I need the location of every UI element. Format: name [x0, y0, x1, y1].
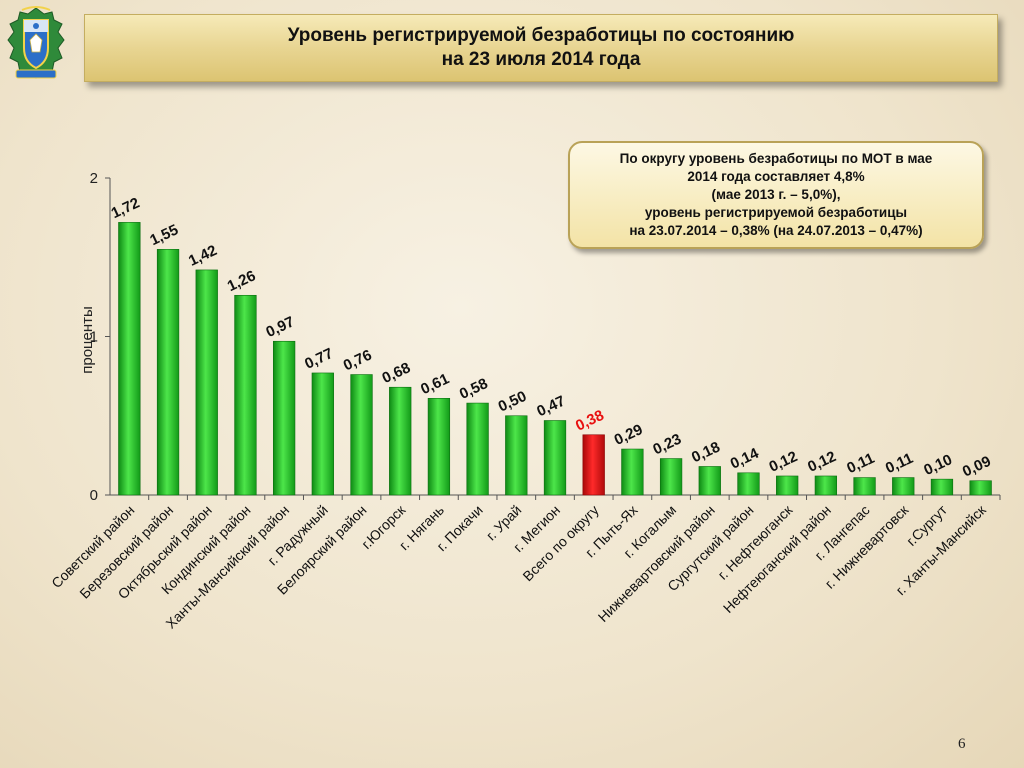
bar: [892, 477, 915, 496]
bar: [621, 448, 644, 496]
value-label: 0,18: [689, 439, 723, 467]
value-label: 0,50: [496, 388, 530, 416]
callout-line-3: (мае 2013 г. – 5,0%),: [711, 187, 841, 202]
value-label: 0,09: [960, 453, 994, 481]
bar: [776, 475, 799, 496]
bar: [311, 372, 334, 496]
value-label: 0,11: [844, 450, 877, 477]
bar: [389, 386, 412, 496]
y-axis-title: проценты: [79, 306, 96, 374]
bar: [466, 402, 489, 496]
bar: [118, 222, 141, 496]
value-label: 0,47: [534, 393, 568, 421]
title-banner: Уровень регистрируемой безработицы по со…: [84, 14, 998, 82]
value-label: 0,29: [612, 421, 646, 449]
bar: [350, 374, 373, 496]
bar-highlight: [582, 434, 605, 496]
value-label: 0,12: [766, 448, 800, 476]
value-label: 0,77: [302, 345, 336, 373]
title-line-1: Уровень регистрируемой безработицы по со…: [287, 25, 795, 46]
bar: [814, 475, 838, 496]
value-label: 0,58: [457, 375, 491, 403]
bar: [427, 398, 451, 496]
bar: [505, 415, 528, 496]
summary-callout: По округу уровень безработицы по МОТ в м…: [568, 141, 984, 249]
value-label: 0,68: [379, 359, 413, 387]
value-label: 0,61: [418, 370, 452, 398]
bar: [272, 340, 296, 496]
callout-line-1: По округу уровень безработицы по МОТ в м…: [619, 151, 933, 166]
bar: [659, 458, 683, 496]
value-label: 0,76: [341, 347, 375, 375]
value-label: 1,26: [225, 267, 259, 295]
value-label: 0,11: [883, 450, 916, 477]
value-label: 0,10: [921, 451, 955, 479]
callout-line-2: 2014 года составляет 4,8%: [687, 169, 865, 184]
value-label: 0,12: [805, 448, 839, 476]
value-label: 0,97: [263, 313, 297, 341]
bar: [853, 477, 876, 496]
y-tick-label: 2: [90, 170, 98, 187]
bar: [969, 480, 992, 496]
callout-line-4: уровень регистрируемой безработицы: [644, 205, 908, 220]
bar: [930, 478, 954, 496]
value-label: 0,38: [573, 407, 607, 435]
value-label: 1,55: [147, 221, 181, 249]
page-number: 6: [958, 736, 966, 752]
coat-of-arms-icon: [7, 6, 65, 79]
bar: [698, 466, 721, 496]
title-line-2: на 23 июля 2014 года: [441, 49, 641, 70]
value-label: 1,42: [186, 242, 220, 270]
value-label: 0,23: [650, 431, 684, 459]
y-tick-label: 0: [90, 487, 98, 504]
value-label: 0,14: [728, 445, 762, 473]
bar: [543, 420, 567, 496]
bar: [156, 249, 180, 496]
bar: [234, 294, 257, 496]
value-label: 1,72: [109, 194, 143, 222]
bar: [195, 269, 218, 496]
callout-line-5: на 23.07.2014 – 0,38% (на 24.07.2013 – 0…: [629, 223, 923, 238]
y-tick-label: 1: [90, 329, 98, 346]
bar: [737, 472, 760, 496]
